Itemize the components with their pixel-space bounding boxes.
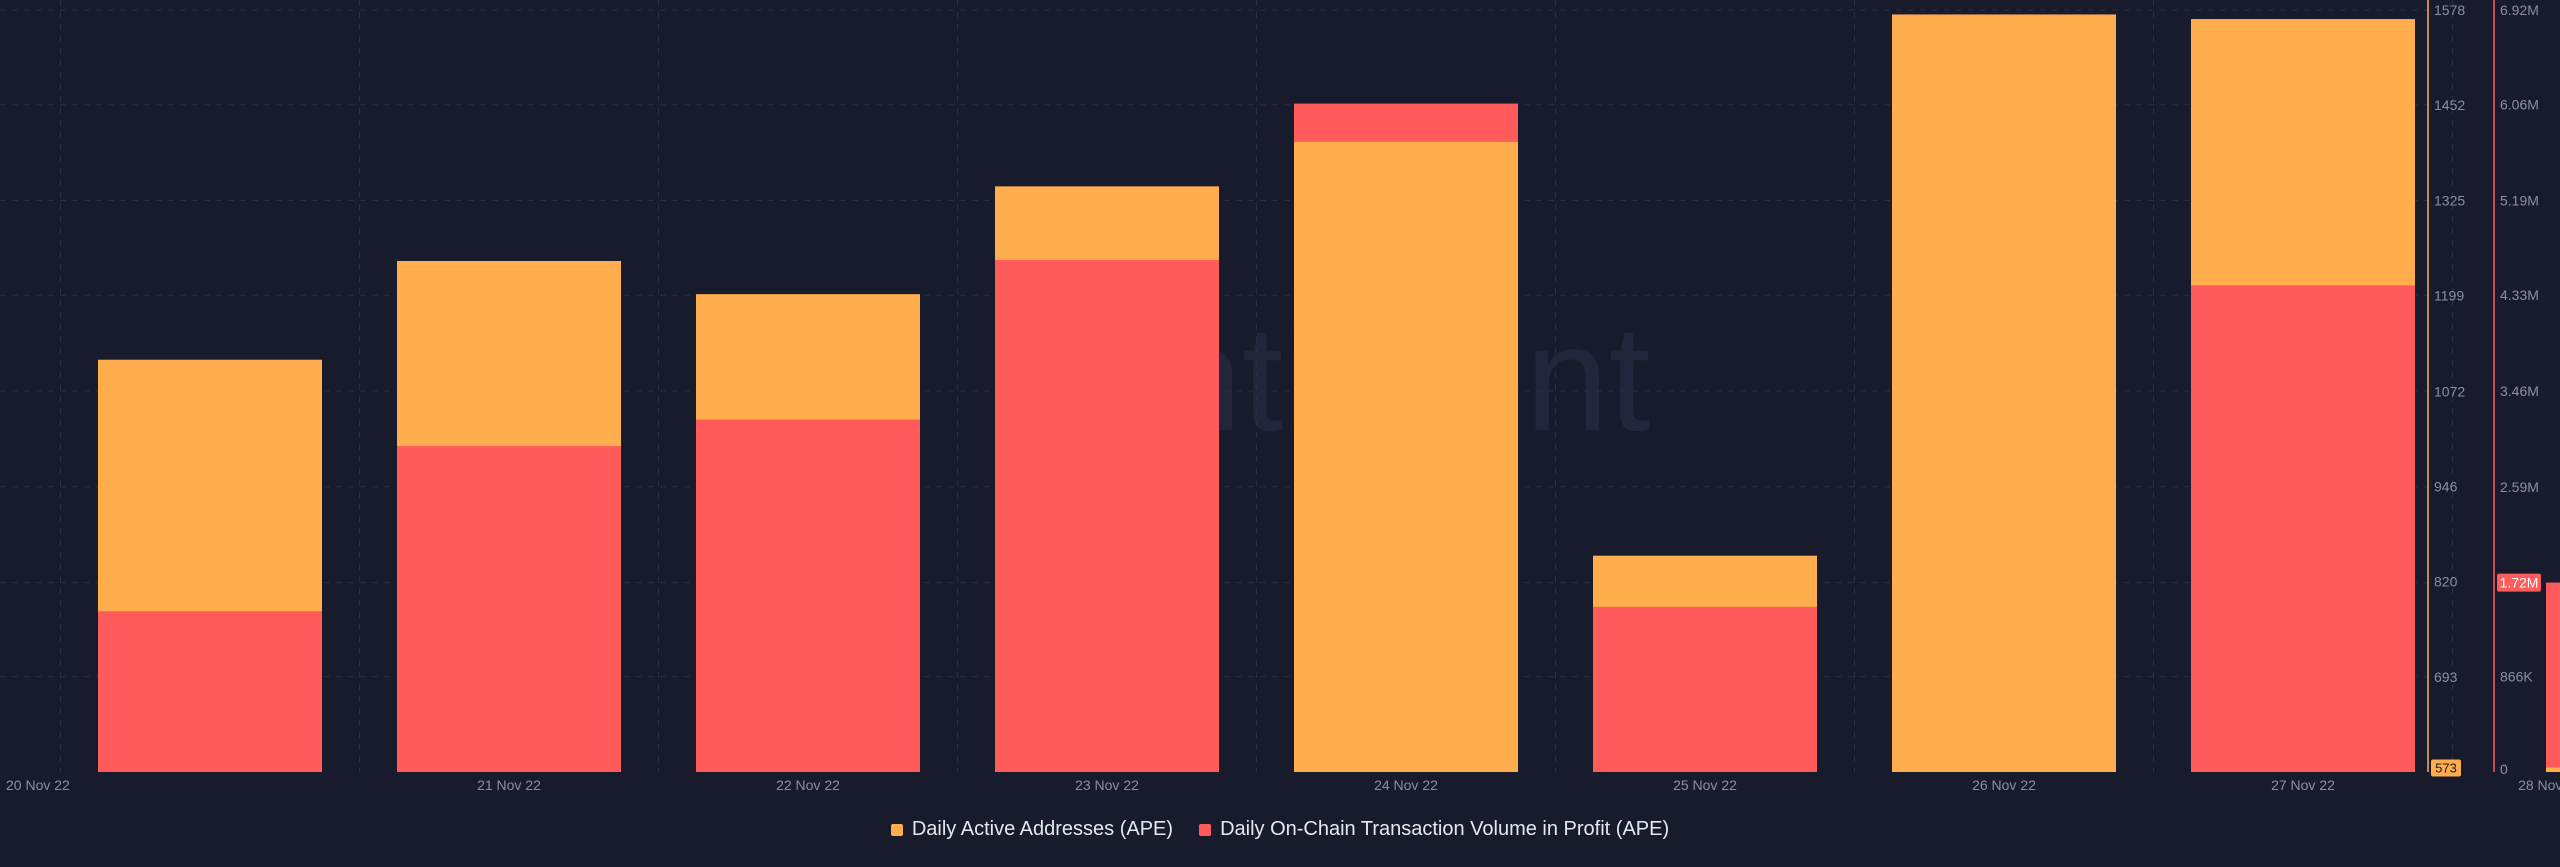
left-current-value-badge — [2431, 759, 2461, 777]
legend-item-active-addresses[interactable]: Daily Active Addresses (APE) — [890, 818, 1174, 841]
legend: Daily Active Addresses (APE) Daily On-Ch… — [0, 818, 2560, 841]
left-tick-label-5: 1325 — [2434, 193, 2465, 209]
right-tick-label-3: 2.59M — [2500, 479, 2539, 495]
x-tick-label-7: 27 Nov 22 — [2271, 777, 2335, 793]
left-current-value-label: 573 — [2435, 760, 2457, 775]
right-current-value-label: 1.72M — [2500, 575, 2539, 591]
x-tick-label-1: 21 Nov 22 — [477, 777, 541, 793]
left-tick-label-4: 1199 — [2434, 288, 2464, 304]
left-tick-label-0: 693 — [2434, 669, 2458, 685]
bar-tx-volume-profit-8 — [2546, 582, 2560, 772]
right-tick-label-4: 3.46M — [2500, 383, 2539, 399]
legend-label-tx-volume-profit: Daily On-Chain Transaction Volume in Pro… — [1220, 818, 1670, 840]
left-tick-label-1: 820 — [2434, 573, 2458, 589]
right-tick-label-6: 5.19M — [2500, 193, 2539, 209]
bar-tx-volume-profit-5 — [1593, 606, 1817, 772]
x-tick-label-0: 20 Nov 22 — [6, 777, 70, 793]
legend-item-tx-volume-profit[interactable]: Daily On-Chain Transaction Volume in Pro… — [1199, 818, 1669, 841]
left-tick-label-7: 1578 — [2434, 2, 2465, 18]
left-tick-label-3: 1072 — [2434, 383, 2465, 399]
x-tick-label-2: 22 Nov 22 — [776, 777, 840, 793]
right-tick-label-7: 6.06M — [2500, 97, 2539, 113]
left-tick-label-6: 1452 — [2434, 97, 2465, 113]
axes: 20 Nov 22 21 Nov 22 22 Nov 22 23 Nov 22 24 N… — [6, 0, 2560, 793]
right-tick-label-8: 6.92M — [2500, 2, 2539, 18]
right-tick-label-5: 4.33M — [2500, 287, 2539, 303]
bars — [98, 14, 2560, 773]
x-tick-label-8: 28 Nov 22 — [2518, 777, 2560, 793]
right-tick-label-1: 866K — [2500, 669, 2533, 685]
legend-label-active-addresses: Daily Active Addresses (APE) — [911, 818, 1174, 840]
bar-tx-volume-profit-3 — [995, 259, 1219, 773]
bar-active-addresses-6 — [1892, 14, 2116, 772]
bar-tx-volume-profit-2 — [696, 419, 920, 772]
x-tick-label-3: 23 Nov 22 — [1075, 777, 1139, 793]
x-tick-label-6: 26 Nov 22 — [1972, 777, 2036, 793]
bar-active-addresses-4 — [1294, 141, 1518, 772]
left-tick-label-2: 946 — [2434, 478, 2458, 494]
x-tick-label-5: 25 Nov 22 — [1673, 777, 1737, 793]
bar-tx-volume-profit-7 — [2191, 285, 2415, 772]
bar-tx-volume-profit-0 — [98, 611, 322, 772]
legend-swatch-tx-volume-profit — [1199, 823, 1212, 836]
right-tick-label-0: 0 — [2500, 761, 2508, 777]
bar-tx-volume-profit-1 — [397, 446, 621, 772]
right-current-value-badge — [2497, 573, 2541, 592]
x-tick-label-4: 24 Nov 22 — [1374, 777, 1438, 793]
bar-active-addresses-8 — [2546, 767, 2560, 772]
legend-swatch-active-addresses — [890, 823, 903, 836]
